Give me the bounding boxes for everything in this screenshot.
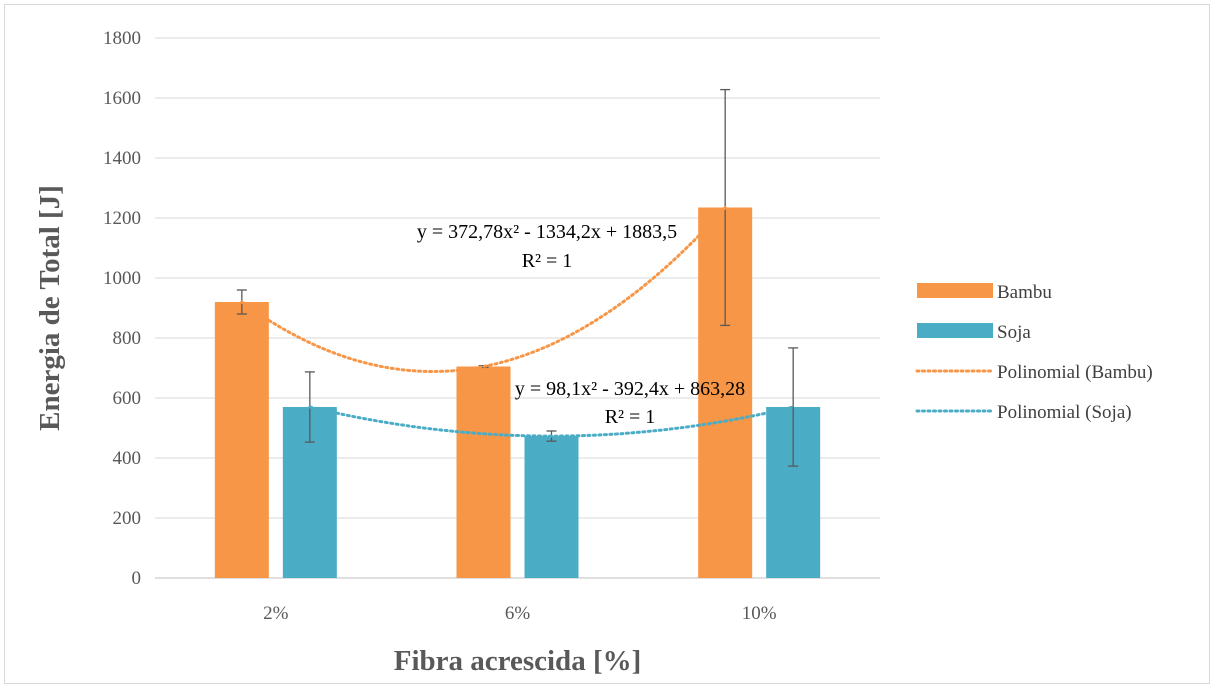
- y-tick-label: 800: [113, 328, 142, 349]
- trendline-bambu: [240, 206, 727, 373]
- gridlines: [155, 37, 880, 579]
- trendlines: [240, 206, 795, 438]
- y-tick-label: 200: [113, 508, 142, 529]
- y-tick-label: 1000: [103, 268, 141, 289]
- trendline-soja: [308, 405, 795, 438]
- y-tick-label: 1800: [103, 28, 141, 49]
- chart: 0 200 400 600 800 1000 1200 1400 1600 1800 2% 6% 10…: [34, 28, 1153, 677]
- y-tick-label: 600: [113, 388, 142, 409]
- y-tick-label: 1600: [103, 88, 141, 109]
- legend-label: Bambu: [997, 282, 1052, 303]
- y-tick-label: 400: [113, 448, 142, 469]
- legend-swatch-bambu: [917, 283, 993, 298]
- y-tick-label: 1400: [103, 148, 141, 169]
- legend-swatch-soja: [917, 323, 993, 338]
- y-tick-label: 0: [132, 568, 142, 589]
- y-tick-labels: 0 200 400 600 800 1000 1200 1400 1600 1800: [103, 28, 141, 589]
- bars: [214, 207, 821, 578]
- y-axis-title: Energia de Total [J]: [34, 185, 66, 431]
- x-axis-title: Fibra acrescida [%]: [394, 645, 642, 677]
- bar-bambu-6%: [456, 366, 511, 578]
- legend-label: Polinomial (Bambu): [997, 362, 1153, 383]
- bar-bambu-2%: [214, 302, 269, 578]
- chart-frame: 0 200 400 600 800 1000 1200 1400 1600 1800 2% 6% 10…: [4, 4, 1210, 684]
- x-tick-label: 6%: [505, 603, 531, 624]
- trendline-equation-soja: y = 98,1x² - 392,4x + 863,28: [515, 378, 745, 400]
- y-tick-label: 1200: [103, 208, 141, 229]
- trendline-r2-bambu: R² = 1: [522, 250, 573, 272]
- x-tick-labels: 2% 6% 10%: [263, 603, 777, 624]
- x-tick-label: 10%: [742, 603, 777, 624]
- legend-label: Polinomial (Soja): [997, 402, 1132, 423]
- legend-label: Soja: [997, 322, 1031, 343]
- trendline-equation-bambu: y = 372,78x² - 1334,2x + 1883,5: [417, 221, 677, 243]
- x-tick-label: 2%: [263, 603, 289, 624]
- bar-soja-6%: [524, 436, 579, 578]
- trendline-r2-soja: R² = 1: [605, 406, 656, 428]
- legend: Bambu Soja Polinomial (Bambu) Polinomial (S…: [915, 282, 1153, 423]
